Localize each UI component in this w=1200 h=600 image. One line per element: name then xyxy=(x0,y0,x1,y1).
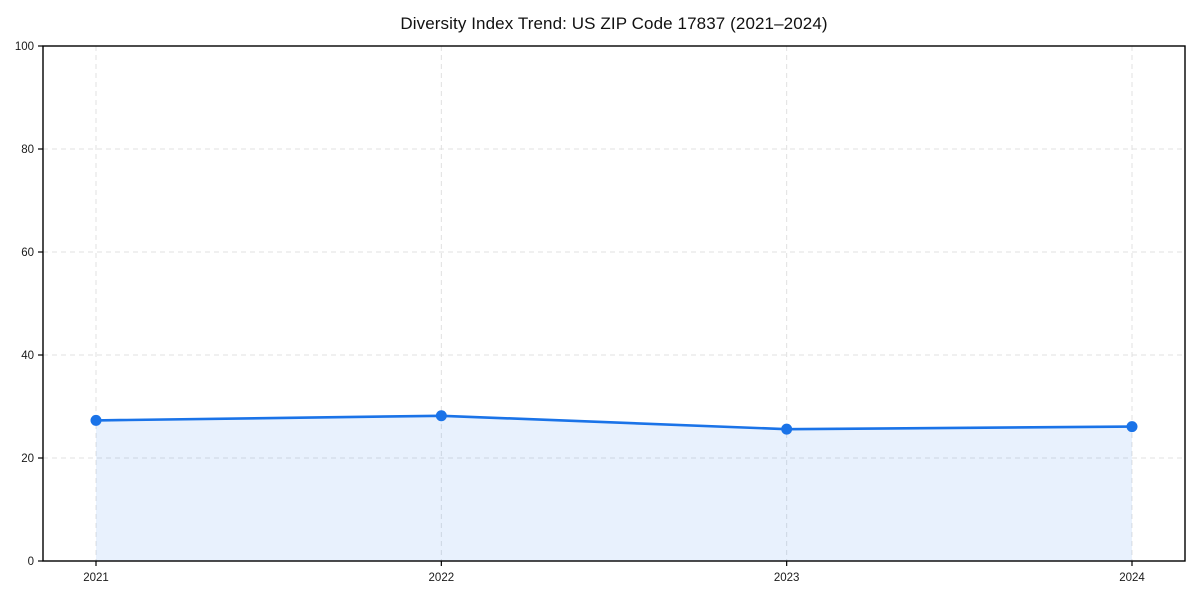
chart-title: Diversity Index Trend: US ZIP Code 17837… xyxy=(400,14,828,33)
trend-line xyxy=(94,414,1134,431)
data-point xyxy=(781,423,793,435)
y-tick-label: 60 xyxy=(21,247,34,259)
data-point xyxy=(90,414,102,426)
y-tick-label: 20 xyxy=(21,453,34,465)
x-tick-label: 2022 xyxy=(429,572,455,584)
area-fill xyxy=(96,415,1132,561)
data-point xyxy=(435,410,447,422)
data-point xyxy=(1126,421,1138,433)
x-tick-label: 2021 xyxy=(83,572,109,584)
x-tick-label: 2024 xyxy=(1119,572,1145,584)
y-tick-label: 80 xyxy=(21,144,34,156)
x-tick-label: 2023 xyxy=(774,572,800,584)
y-tick-label: 40 xyxy=(21,350,34,362)
plot-border xyxy=(42,45,1186,562)
y-tick-label: 100 xyxy=(15,41,34,53)
y-tick-label: 0 xyxy=(28,556,34,568)
